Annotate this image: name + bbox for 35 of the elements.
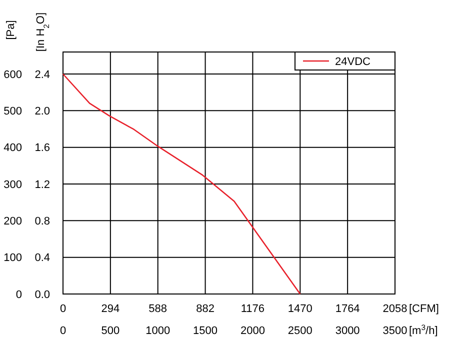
x2-tick-label: 3000: [335, 325, 360, 337]
x2-tick-label: 3500: [382, 325, 408, 337]
x-tick-label: 1470: [288, 303, 312, 315]
y2-tick-label: 0.4: [34, 252, 50, 264]
y2-tick-label: 1.6: [34, 142, 50, 154]
x-tick-label: 882: [196, 303, 214, 315]
y2-tick-label: 0.0: [34, 288, 50, 301]
x2-axis-title: [m$^{3}$/h]: [409, 322, 438, 337]
y-tick-label: 300: [4, 178, 22, 191]
y-tick-label: 0: [16, 288, 22, 301]
x-axis-title: [CFM]: [409, 303, 439, 315]
x-tick-label: 2058: [382, 303, 408, 315]
x-tick-label: 588: [148, 303, 168, 315]
legend-label: 24VDC: [335, 56, 371, 68]
y-tick-label: 500: [4, 106, 22, 118]
y2-tick-label: 0.8: [34, 216, 50, 228]
y2-tick-label: 2.4: [34, 68, 50, 81]
y2-tick-label: 2.0: [34, 106, 50, 118]
x-tick-label: 0: [60, 303, 66, 315]
x2-tick-label: 0: [60, 325, 66, 337]
x2-tick-label: 500: [101, 325, 120, 337]
y-tick-label: 200: [4, 216, 22, 228]
y-tick-label: 400: [4, 142, 22, 154]
line-series: [62, 73, 301, 295]
x-tick-label: 1176: [240, 303, 265, 315]
x2-tick-label: 1500: [193, 325, 218, 337]
x2-tick-label: 1000: [146, 325, 170, 337]
x-tick-label: 1764: [335, 303, 360, 315]
y-tick-label: 600: [4, 68, 22, 81]
y-axis-title: [Pa]: [5, 20, 17, 40]
x2-tick-label: 2000: [240, 325, 265, 337]
x2-tick-label: 2500: [288, 325, 312, 337]
x-tick-label: 294: [101, 303, 120, 315]
y-tick-label: 100: [4, 252, 22, 264]
y2-tick-label: 1.2: [34, 178, 50, 191]
